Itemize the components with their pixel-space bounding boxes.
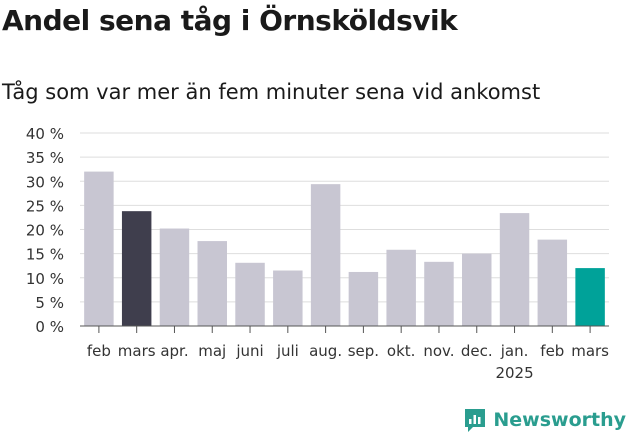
y-tick-label: 25 % xyxy=(26,197,64,215)
gridlines xyxy=(80,132,609,303)
x-tick-label: nov. xyxy=(423,342,454,360)
x-tick-label: mars xyxy=(571,342,609,360)
x-tick-label: mars xyxy=(118,342,156,360)
x-year-label: 2025 xyxy=(495,364,533,382)
bar xyxy=(537,239,568,326)
x-tick-label: sep. xyxy=(348,342,379,360)
chart-title: Andel sena tåg i Örnsköldsvik xyxy=(2,4,458,37)
bar xyxy=(310,184,341,326)
x-tick-label: feb xyxy=(540,342,564,360)
brand-name: Newsworthy xyxy=(493,409,626,431)
newsworthy-logo: Newsworthy xyxy=(463,407,626,433)
x-tick-label: juni xyxy=(235,342,263,360)
y-tick-label: 15 % xyxy=(26,246,64,264)
y-tick-label: 30 % xyxy=(26,173,64,191)
bar xyxy=(121,211,152,326)
x-tick-label: apr. xyxy=(160,342,188,360)
bar xyxy=(235,262,265,326)
bar xyxy=(386,249,416,326)
bar xyxy=(197,241,227,326)
bar xyxy=(159,228,190,326)
y-tick-label: 40 % xyxy=(26,125,64,143)
y-axis-ticks: 0 % 5 % 10 % 15 % 20 % 25 % 30 % 35 % 40 % xyxy=(26,125,64,336)
bar xyxy=(424,261,454,326)
newsworthy-icon xyxy=(465,409,486,432)
y-tick-label: 35 % xyxy=(26,149,64,167)
bar xyxy=(462,253,492,326)
bars xyxy=(84,171,605,326)
y-tick-label: 0 % xyxy=(35,318,64,336)
y-tick-label: 20 % xyxy=(26,222,64,240)
x-tick-label: jan. xyxy=(500,342,529,360)
bar-chart: 0 %5 %10 %15 %20 %25 %30 %35 %40 % feb ma… xyxy=(26,125,609,382)
x-axis-ticks: feb mars apr. maj juni juli aug. sep. okt. nov. de… xyxy=(87,326,609,382)
bar xyxy=(84,171,114,326)
bar xyxy=(273,270,303,326)
bar xyxy=(575,268,605,326)
x-tick-label: maj xyxy=(198,342,226,360)
bar xyxy=(499,213,530,326)
x-tick-label: juli xyxy=(276,342,299,360)
x-tick-label: okt. xyxy=(387,342,416,360)
y-tick-label: 10 % xyxy=(26,270,64,288)
y-tick-label: 5 % xyxy=(35,294,64,312)
x-tick-label: feb xyxy=(87,342,111,360)
x-tick-label: aug. xyxy=(309,342,342,360)
x-tick-label: dec. xyxy=(461,342,493,360)
bar xyxy=(348,271,379,326)
chart-subtitle: Tåg som var mer än fem minuter sena vid … xyxy=(2,80,541,104)
